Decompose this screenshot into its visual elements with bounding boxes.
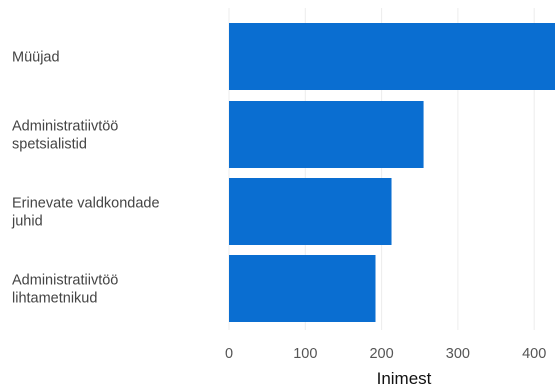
category-label-1: Müüjad (12, 50, 60, 66)
bars (229, 23, 555, 322)
x-tick-labels: 0 100 200 300 400 (225, 346, 546, 362)
x-tick-label-100: 100 (293, 346, 317, 362)
category-label-4: Administratiivtöö lihtametnikud (12, 273, 118, 307)
bar-4 (229, 255, 376, 322)
category-label-3: Erinevate valdkondade juhid (11, 196, 160, 230)
bar-1 (229, 23, 555, 90)
category-label-2: Administratiivtöö spetsialistid (12, 119, 118, 153)
x-tick-label-0: 0 (225, 346, 233, 362)
category-labels: Müüjad Administratiivtöö spetsialistid Erin… (11, 50, 160, 307)
x-tick-label-400: 400 (522, 346, 546, 362)
bar-2 (229, 101, 424, 168)
bar-3 (229, 178, 392, 245)
x-tick-label-200: 200 (369, 346, 393, 362)
x-tick-label-300: 300 (446, 346, 470, 362)
x-axis-title: Inimest (377, 369, 432, 388)
